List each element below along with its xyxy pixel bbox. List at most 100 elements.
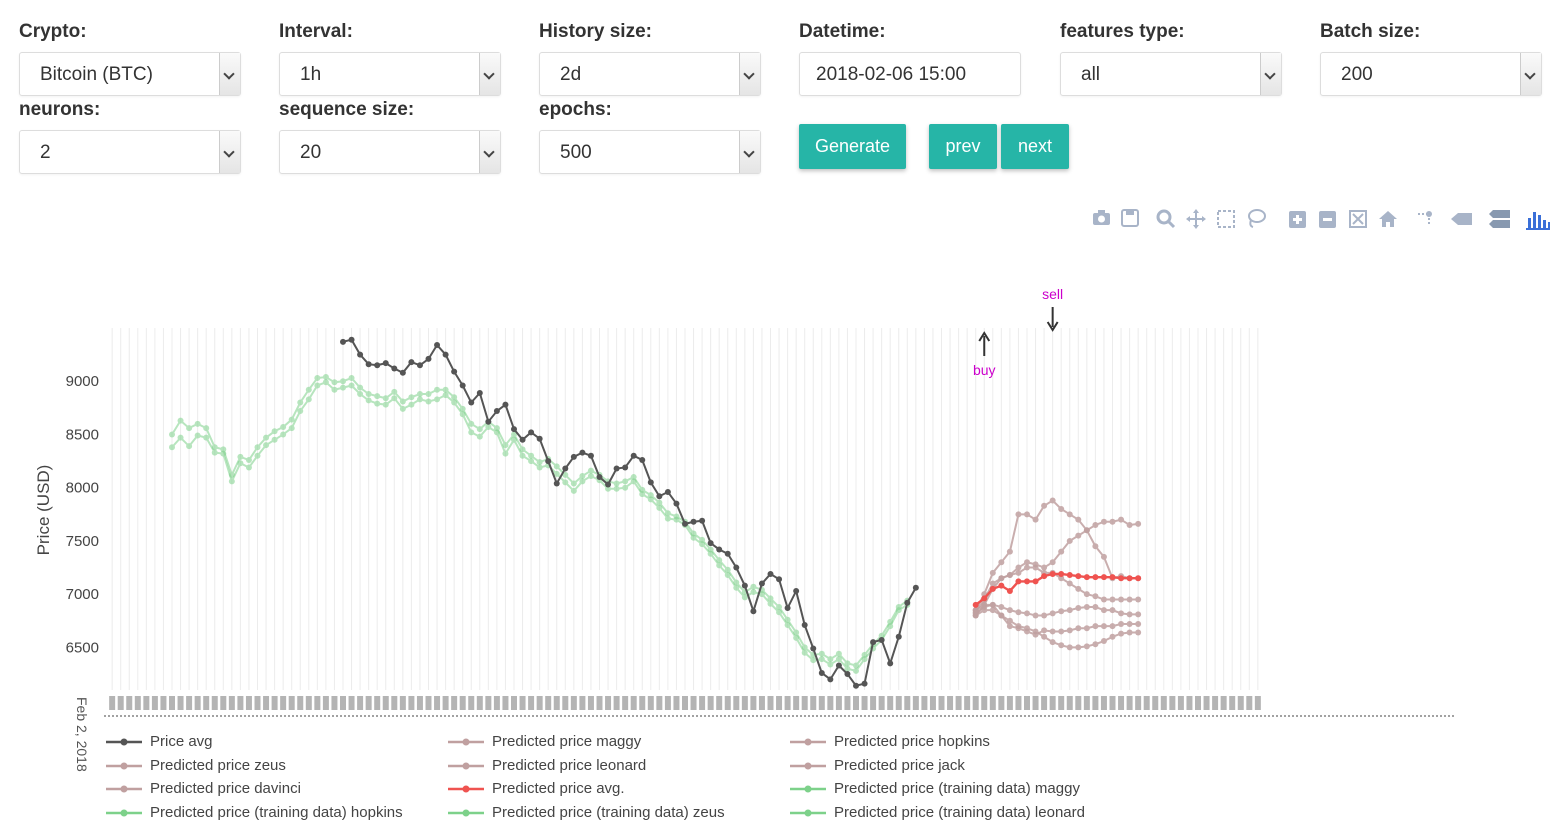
hover-compare-icon[interactable] (1486, 206, 1510, 232)
series-point (741, 582, 748, 589)
autoscale-icon[interactable] (1346, 206, 1370, 232)
series-point (861, 656, 868, 663)
zoom-in-icon[interactable] (1286, 206, 1310, 232)
lasso-icon[interactable] (1244, 206, 1268, 232)
series-point (1015, 511, 1022, 518)
series-point (998, 582, 1005, 589)
series-point (656, 493, 663, 500)
series-point (673, 513, 680, 520)
series-point (1006, 587, 1013, 594)
x-tick-mark (297, 696, 304, 710)
x-tick-mark (1083, 696, 1090, 710)
x-tick-mark (861, 696, 868, 710)
legend-label: Predicted price hopkins (834, 733, 990, 750)
series-point (220, 450, 227, 457)
chevron-down-icon[interactable] (739, 53, 760, 95)
next-button[interactable]: next (1001, 124, 1069, 169)
features-type-select[interactable]: all (1060, 52, 1282, 96)
buy-arrow-head (978, 331, 991, 342)
series-predicted-price-maggy (972, 497, 1142, 614)
interval-select[interactable]: 1h (279, 52, 501, 96)
x-tick-mark (998, 696, 1005, 710)
datetime-input-value: 2018-02-06 15:00 (816, 64, 967, 85)
x-tick-mark (964, 696, 971, 710)
series-point (1135, 575, 1142, 582)
x-tick-mark (493, 696, 500, 710)
series-point (1075, 532, 1082, 539)
reset-axes-icon[interactable] (1376, 206, 1400, 232)
x-tick-mark (314, 696, 321, 710)
generate-button[interactable]: Generate (799, 124, 906, 169)
x-tick-mark (639, 696, 646, 710)
series-point (870, 639, 877, 646)
series-point (989, 585, 996, 592)
chevron-down-icon[interactable] (1260, 53, 1281, 95)
series-point (613, 485, 620, 492)
x-tick-mark (194, 696, 201, 710)
series-point (271, 428, 278, 435)
hover-closest-icon[interactable] (1448, 206, 1472, 232)
chevron-down-icon[interactable] (219, 53, 240, 95)
camera-icon[interactable] (1090, 206, 1114, 232)
x-tick-mark (1237, 696, 1244, 710)
datetime-input[interactable]: 2018-02-06 15:00 (799, 52, 1021, 96)
x-tick-mark (502, 696, 509, 710)
x-tick-mark (793, 696, 800, 710)
chevron-down-icon[interactable] (1520, 53, 1541, 95)
series-predicted-price-zeus (972, 601, 1142, 638)
history-size-select-value: 2d (560, 64, 582, 85)
chevron-down-icon[interactable] (739, 131, 760, 173)
series-point (425, 398, 432, 405)
prev-button[interactable]: prev (929, 124, 997, 169)
plotly-logo-icon[interactable] (1526, 206, 1550, 232)
chevron-down-icon[interactable] (219, 131, 240, 173)
series-point (596, 477, 603, 484)
series-point (776, 609, 783, 616)
zoom-icon[interactable] (1154, 206, 1178, 232)
zoom-out-icon[interactable] (1316, 206, 1340, 232)
series-point (382, 360, 389, 367)
chevron-down-icon[interactable] (479, 53, 500, 95)
neurons-select[interactable]: 2 (19, 130, 241, 174)
spike-lines-icon[interactable] (1414, 206, 1438, 232)
save-icon[interactable] (1118, 206, 1142, 232)
interval-label: Interval: (279, 21, 353, 42)
epochs-select[interactable]: 500 (539, 130, 761, 174)
pan-icon[interactable] (1184, 206, 1208, 232)
sequence-size-select[interactable]: 20 (279, 130, 501, 174)
crypto-select[interactable]: Bitcoin (BTC) (19, 52, 241, 96)
x-tick-mark (357, 696, 364, 710)
x-tick-mark (699, 696, 706, 710)
x-tick-mark (528, 696, 535, 710)
series-point (570, 487, 577, 494)
chevron-down-icon[interactable] (479, 131, 500, 173)
series-point (801, 649, 808, 656)
x-tick-mark (459, 696, 466, 710)
history-size-select[interactable]: 2d (539, 52, 761, 96)
series-line (975, 609, 1139, 649)
series-point (861, 651, 868, 658)
series-point (1075, 625, 1082, 632)
series-point (707, 546, 714, 553)
series-point (1058, 570, 1065, 577)
x-tick-mark (374, 696, 381, 710)
series-point (989, 601, 996, 608)
x-tick-mark (1220, 696, 1227, 710)
series-point (972, 610, 979, 617)
series-point (297, 408, 304, 415)
legend-label: Predicted price leonard (492, 756, 647, 774)
box-select-icon[interactable] (1214, 206, 1238, 232)
series-point (1109, 633, 1116, 640)
series-point (878, 636, 885, 643)
batch-size-select[interactable]: 200 (1320, 52, 1542, 96)
series-point (1075, 516, 1082, 523)
x-tick-mark (776, 696, 783, 710)
x-axis-start-date: Feb 2, 2018 (74, 697, 90, 772)
series-point (818, 669, 825, 676)
x-tick-mark (741, 696, 748, 710)
series-point (1049, 569, 1056, 576)
legend-swatch-icon (448, 738, 484, 746)
series-point (451, 394, 458, 401)
series-point (391, 365, 398, 372)
